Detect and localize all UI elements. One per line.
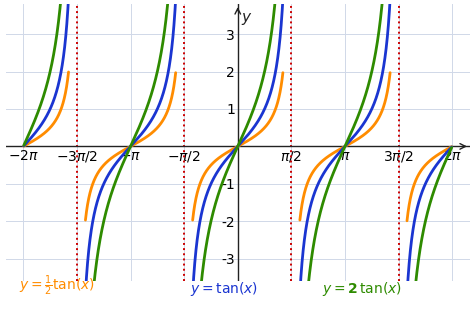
Text: $y=\mathbf{2}\,\mathrm{tan}(x)$: $y=\mathbf{2}\,\mathrm{tan}(x)$ — [322, 280, 402, 298]
Text: $y=\mathrm{tan}(x)$: $y=\mathrm{tan}(x)$ — [190, 280, 258, 298]
Text: y: y — [242, 10, 251, 25]
Text: $y=\frac{1}{2}\mathrm{tan}(x)$: $y=\frac{1}{2}\mathrm{tan}(x)$ — [19, 274, 95, 298]
